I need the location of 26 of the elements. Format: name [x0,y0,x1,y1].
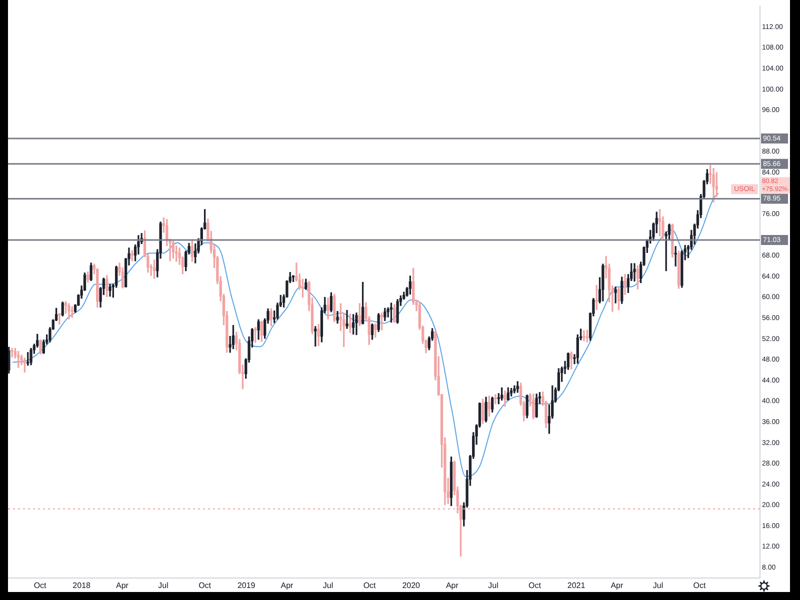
x-tick-label: 2021 [567,581,586,590]
candlestick [633,263,636,282]
candlestick [582,330,586,342]
candlestick [326,297,330,320]
x-tick-label: 2018 [72,581,92,590]
x-tick-label: Jul [158,581,169,590]
candlestick [494,394,497,404]
x-tick-label: Apr [446,581,459,590]
x-tick-label: Jul [322,581,334,590]
x-tick-label: 2020 [402,581,421,590]
x-tick-label: 2019 [237,581,256,590]
x-tick-label: Oct [34,581,48,590]
candlestick [346,310,348,329]
x-tick-label: Apr [116,581,129,590]
x-tick-label: Oct [528,581,542,590]
x-tick-label: Apr [280,581,294,590]
x-tick-label: Jul [652,581,664,590]
x-tick-label: Jul [488,581,499,590]
line-series [12,192,719,478]
x-tick-label: Oct [363,581,377,590]
x-tick-label: Oct [198,581,212,590]
candlestick [58,313,61,325]
candlestick [10,348,14,358]
candlestick [614,286,617,304]
x-tick-label: Apr [610,581,624,590]
x-tick-label: Oct [693,581,707,590]
